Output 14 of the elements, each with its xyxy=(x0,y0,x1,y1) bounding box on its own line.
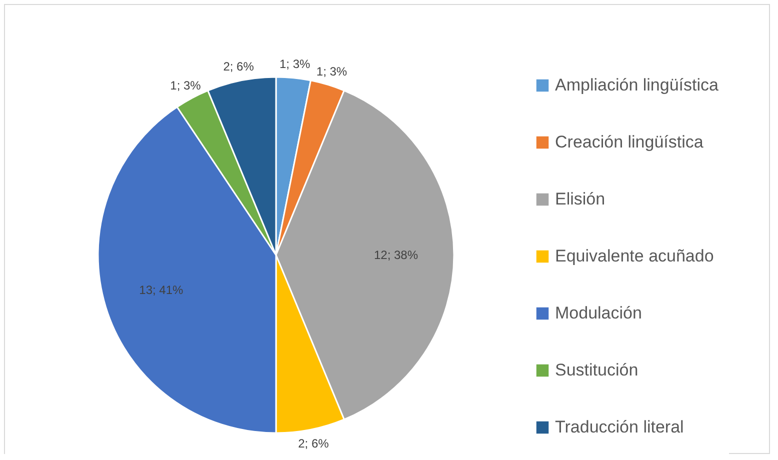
legend-label: Sustitución xyxy=(555,360,638,380)
data-label: 13; 41% xyxy=(139,282,184,297)
data-label: 1; 3% xyxy=(279,56,310,71)
data-label: 1; 3% xyxy=(316,64,348,78)
legend-label: Traducción literal xyxy=(555,418,684,436)
data-label: 12; 38% xyxy=(374,248,418,262)
data-label: 1; 3% xyxy=(170,78,202,93)
legend-label: Equivalente acuñado xyxy=(555,246,714,266)
data-label: 2; 6% xyxy=(223,60,254,74)
legend-label: Creación lingüística xyxy=(555,132,704,152)
legend-label: Modulación xyxy=(555,304,642,322)
legend-label: Elisión xyxy=(555,190,606,208)
legend-label: Ampliación lingüística xyxy=(555,76,720,94)
data-label: 2; 6% xyxy=(298,436,330,450)
